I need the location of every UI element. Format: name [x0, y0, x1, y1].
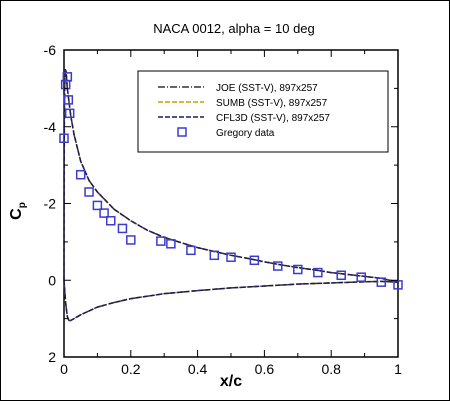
chart-title: NACA 0012, alpha = 10 deg — [153, 21, 315, 36]
legend-label: CFL3D (SST-V), 897x257 — [216, 113, 330, 124]
plot-content — [59, 68, 403, 322]
axis-ticks: 0 0.2 0.4 0.6 0.8 1-6-4-202 — [44, 42, 403, 377]
gregory-data-point — [336, 270, 346, 281]
y-tick-label: -2 — [44, 196, 57, 212]
series-line-joe-sst-v-897x257-lower — [63, 280, 399, 322]
series-line-joe-sst-v-897x257-upper — [63, 68, 399, 283]
gregory-data-point — [156, 236, 166, 246]
legend-box — [137, 70, 389, 153]
gregory-data-point — [59, 133, 69, 144]
series-line-cfl3d-sst-v-897x257-lower — [63, 280, 399, 322]
y-tick-label: -4 — [44, 119, 57, 135]
gregory-data-point — [209, 250, 220, 261]
gregory-data-point — [273, 261, 283, 271]
x-tick-label: 0.8 — [321, 361, 341, 377]
y-tick-label: 2 — [48, 349, 56, 365]
y-tick-label: 0 — [48, 272, 56, 288]
gregory-data-point — [356, 272, 367, 282]
gregory-data-point — [293, 264, 303, 275]
legend-label: Gregory data — [216, 128, 275, 139]
gregory-data-point — [126, 235, 136, 245]
gregory-data-point — [313, 267, 323, 278]
svg-text:Cp: Cp — [8, 202, 28, 220]
x-tick-label: 1 — [394, 361, 402, 377]
x-axis-label: x/c — [220, 373, 242, 390]
legend-label: JOE (SST-V), 897x257 — [216, 83, 318, 94]
y-tick-label: -6 — [44, 42, 57, 58]
gregory-data-point — [84, 187, 94, 197]
gregory-data-point — [249, 255, 260, 266]
y-axis-label-sub: p — [17, 202, 28, 208]
x-tick-label: 0.6 — [255, 361, 275, 377]
gregory-data-point — [99, 208, 109, 218]
legend-marker — [177, 127, 187, 137]
legend-label: SUMB (SST-V), 897x257 — [216, 98, 328, 109]
gregory-data-point — [186, 245, 196, 256]
gregory-data-point — [117, 223, 128, 234]
gregory-data-point — [226, 252, 236, 262]
gregory-data-point — [64, 108, 75, 119]
x-tick-label: 0 — [60, 361, 68, 377]
y-axis-label: Cp — [8, 202, 28, 220]
legend: JOE (SST-V), 897x257 SUMB (SST-V), 897x25… — [137, 70, 389, 153]
gregory-data-point — [75, 169, 86, 180]
gregory-data-point — [62, 72, 73, 82]
y-axis-label-main: C — [8, 208, 25, 220]
gregory-data-point — [376, 277, 387, 287]
gregory-data-point — [63, 95, 74, 105]
gregory-data-point — [393, 280, 403, 290]
gregory-data-point — [166, 239, 176, 249]
gregory-data-point — [106, 216, 116, 226]
x-tick-label: 0.2 — [121, 361, 141, 377]
gregory-data-point — [92, 200, 103, 211]
x-tick-label: 0.4 — [188, 361, 208, 377]
